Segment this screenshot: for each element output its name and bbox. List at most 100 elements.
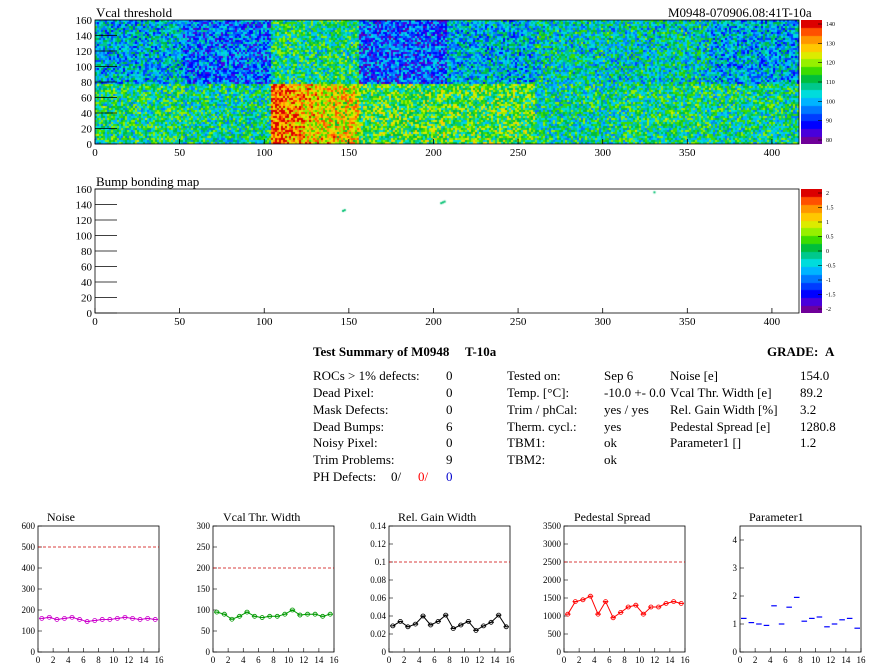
colorbar-tick-label: 1.5 <box>826 206 834 212</box>
y-tick-label: 80 <box>81 77 93 89</box>
x-tick-label: 12 <box>650 655 659 665</box>
x-tick-label: 0 <box>92 147 98 159</box>
x-tick-label: 6 <box>81 655 86 665</box>
series-line <box>392 614 507 632</box>
data-point <box>633 602 639 608</box>
y-tick-label: 80 <box>81 246 93 258</box>
x-tick-label: 400 <box>764 316 781 328</box>
y-tick-label: 3000 <box>543 539 562 549</box>
x-tick-label: 50 <box>174 316 186 328</box>
x-tick-label: 0 <box>36 655 41 665</box>
colorbar-tick-label: -1 <box>826 278 831 284</box>
y-tick-label: 1000 <box>543 611 562 621</box>
summary-left-label: Noisy Pixel: <box>313 435 378 450</box>
vcal-threshold-heatmap <box>95 20 799 144</box>
y-tick-label: 100 <box>197 605 211 615</box>
colorbar-tick-label: 120 <box>826 61 835 67</box>
x-tick-label: 2 <box>402 655 407 665</box>
x-tick-label: 14 <box>139 655 149 665</box>
data-point <box>503 624 509 630</box>
series-line <box>216 609 331 620</box>
data-point <box>327 611 333 617</box>
y-tick-label: 0 <box>557 647 562 657</box>
y-tick-label: 0 <box>31 647 36 657</box>
x-tick-label: 6 <box>256 655 261 665</box>
data-point <box>267 613 273 619</box>
data-point <box>413 621 418 627</box>
data-point <box>671 599 677 604</box>
y-tick-label: 140 <box>76 200 93 212</box>
data-point <box>488 619 494 625</box>
data-point <box>122 614 128 620</box>
summary-mid-label: Tested on: <box>507 368 561 383</box>
x-tick-label: 350 <box>679 316 696 328</box>
summary-right-value: 1280.8 <box>800 419 836 434</box>
x-tick-label: 0 <box>387 655 392 665</box>
y-tick-label: 0 <box>87 139 93 151</box>
x-tick-label: 2 <box>753 655 758 665</box>
summary-left-value: 0 <box>446 368 453 383</box>
data-point <box>221 611 227 617</box>
data-point <box>77 617 82 622</box>
series-line <box>41 616 156 623</box>
data-point <box>656 604 661 610</box>
x-tick-label: 10 <box>109 655 119 665</box>
summary-right-label: Noise [e] <box>670 368 719 383</box>
colorbar-tick-label: -2 <box>826 307 831 313</box>
grade-value: A <box>825 344 835 359</box>
summary-mid-label: TBM1: <box>507 435 546 450</box>
data-point <box>274 613 280 619</box>
y-tick-label: 100 <box>76 231 93 243</box>
summary-temp-code: T-10a <box>465 344 497 359</box>
x-tick-label: 12 <box>299 655 308 665</box>
y-tick-label: 400 <box>22 563 36 573</box>
y-tick-label: 60 <box>81 262 93 274</box>
data-point <box>39 616 45 621</box>
x-tick-label: 200 <box>425 147 442 159</box>
y-tick-label: 100 <box>76 62 93 74</box>
data-point <box>565 611 571 617</box>
y-tick-label: 0.04 <box>370 611 386 621</box>
plot-frame <box>388 525 511 653</box>
y-tick-label: 160 <box>76 184 93 196</box>
y-tick-label: 0 <box>382 647 387 657</box>
data-point <box>458 622 464 628</box>
y-tick-label: 3500 <box>543 521 562 531</box>
summary-mid-value: ok <box>604 435 617 450</box>
x-tick-label: 16 <box>681 655 691 665</box>
plot-frame <box>739 525 862 653</box>
series-line <box>567 595 682 619</box>
data-point <box>405 624 411 630</box>
x-tick-label: 100 <box>256 316 273 328</box>
data-point <box>290 607 295 613</box>
ph-defects-label: PH Defects: <box>313 469 377 484</box>
data-point <box>145 616 151 621</box>
y-tick-label: 40 <box>81 277 93 289</box>
x-tick-label: 50 <box>174 147 186 159</box>
module-id-label: M0948-070906.08:41T-10a <box>668 5 812 20</box>
summary-mid-label: Therm. cycl.: <box>507 419 577 434</box>
data-point <box>420 613 426 619</box>
data-point <box>214 609 220 615</box>
x-tick-label: 12 <box>475 655 484 665</box>
y-tick-label: 3 <box>733 563 738 573</box>
summary-left-label: Dead Bumps: <box>313 419 385 434</box>
ph-defects-value: 0/ <box>418 469 429 484</box>
y-tick-label: 0.12 <box>370 539 386 549</box>
summary-right-value: 89.2 <box>800 385 823 400</box>
x-tick-label: 16 <box>155 655 165 665</box>
x-tick-label: 250 <box>510 316 527 328</box>
y-tick-label: 1 <box>733 619 738 629</box>
bump-bonding-colorbar <box>801 189 822 313</box>
data-point <box>237 613 242 619</box>
x-tick-label: 400 <box>764 147 781 159</box>
parameter1-plot-title: Parameter1 <box>749 510 804 524</box>
y-tick-label: 500 <box>548 629 562 639</box>
data-point <box>84 619 90 624</box>
bump-bonding-heatmap <box>95 189 799 313</box>
x-tick-label: 2 <box>226 655 231 665</box>
summary-left-value: 0 <box>446 385 453 400</box>
data-point <box>580 597 586 603</box>
summary-right-label: Parameter1 [] <box>670 435 742 450</box>
